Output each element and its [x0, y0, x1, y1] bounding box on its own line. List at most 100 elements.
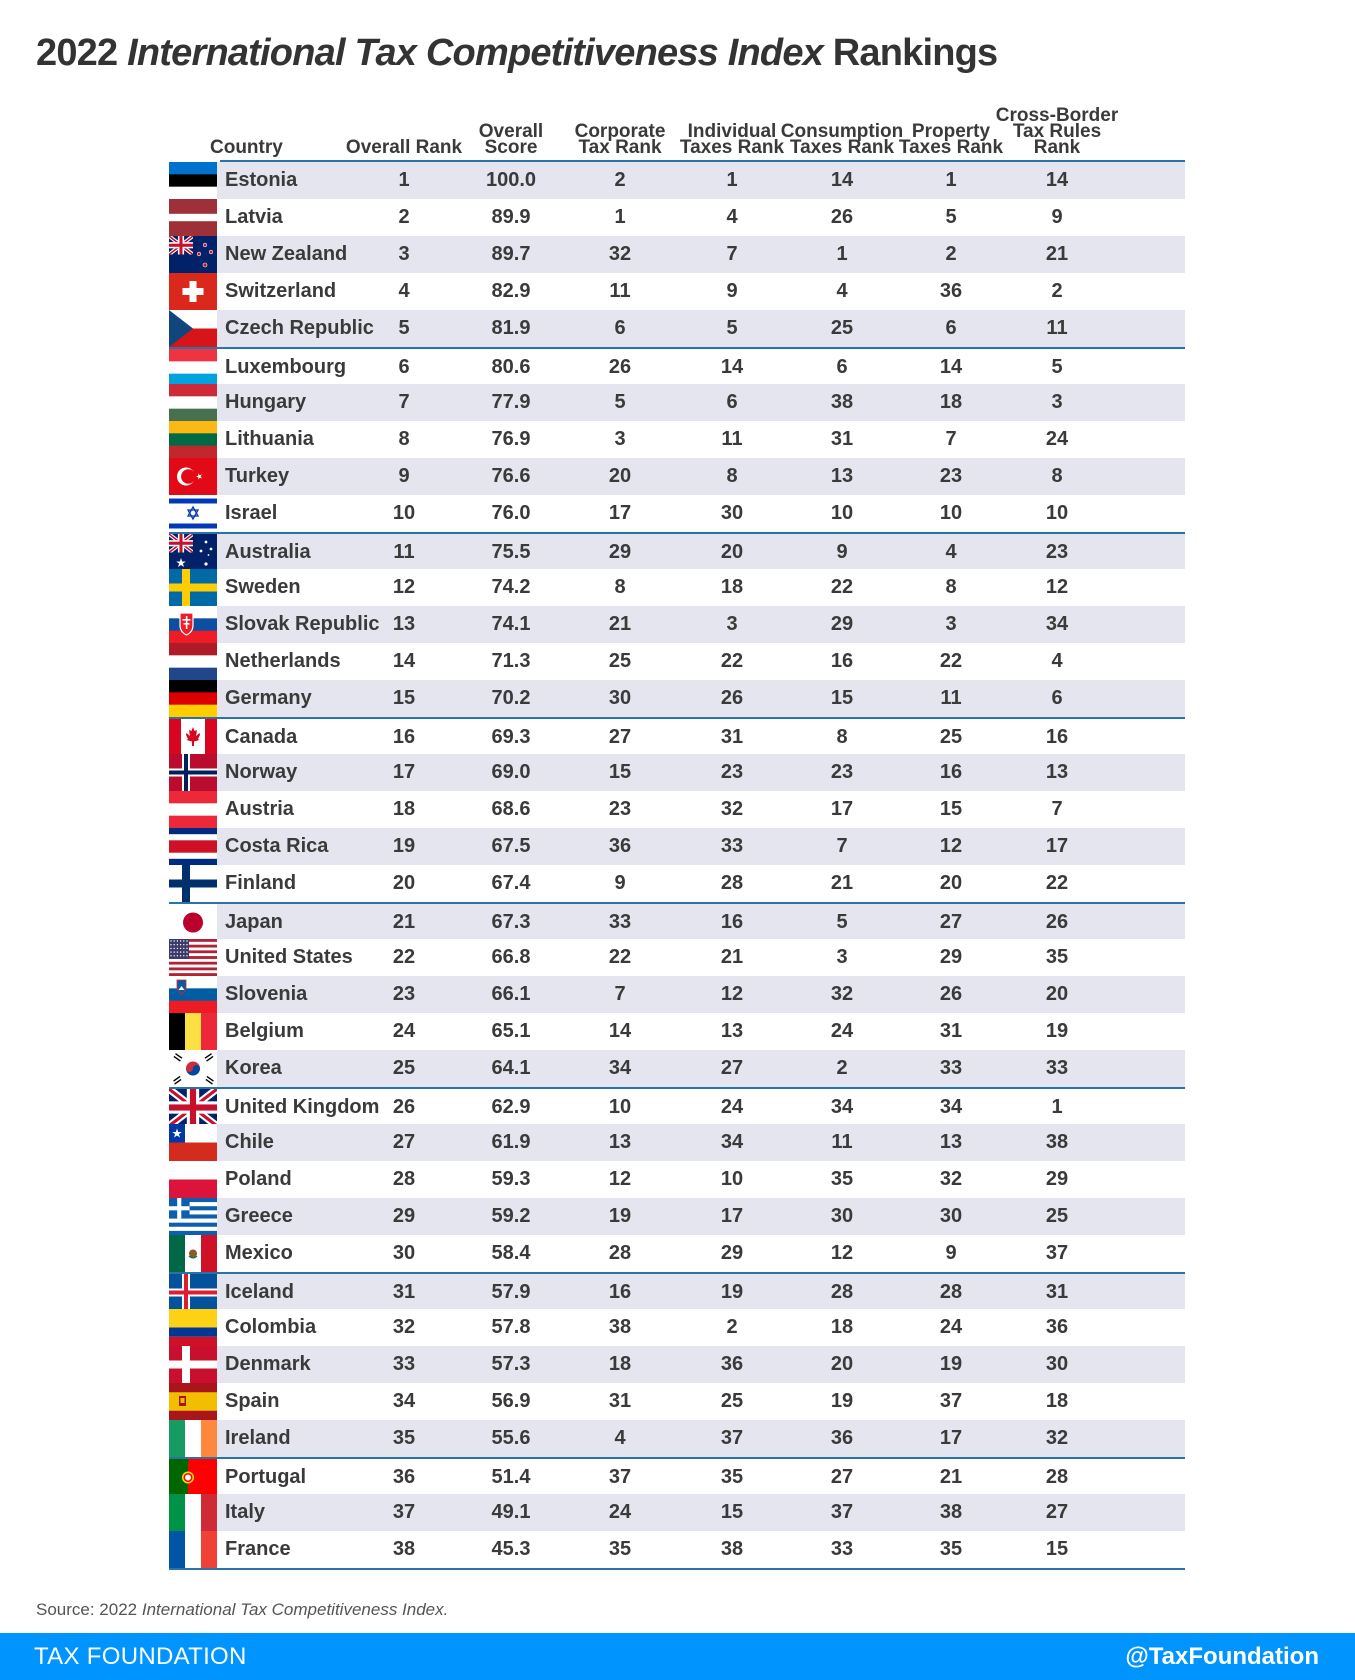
table-cell: 24: [608, 1501, 632, 1523]
table-cell: 31: [392, 1281, 416, 1303]
table-cell: 8: [945, 576, 957, 598]
table-cell: 21: [830, 872, 854, 894]
table-cell: 28: [608, 1242, 632, 1264]
table-cell: 31: [830, 428, 854, 450]
table-cell: 100.0: [485, 169, 537, 191]
table-cell: 21: [939, 1466, 963, 1488]
table-row: Turkey 9 76.6 20 8 13 23 8: [169, 458, 1185, 495]
italy-flag: [169, 1494, 217, 1531]
country-name: Norway: [225, 761, 298, 783]
table-cell: 26: [392, 1096, 416, 1118]
table-cell: 25: [608, 650, 632, 672]
country-name: Costa Rica: [225, 835, 329, 857]
column-header: Corporate Tax Rank: [574, 121, 666, 158]
lithuania-flag: [169, 421, 217, 458]
norway-flag: [169, 754, 217, 791]
table-cell: 6: [398, 356, 410, 378]
country-name: Portugal: [225, 1466, 307, 1488]
korea-flag: [169, 1050, 217, 1087]
table-cell: 10: [720, 1168, 744, 1190]
table-cell: 24: [392, 1020, 416, 1042]
table-row: Belgium 24 65.1 14 13 24 31 19: [169, 1013, 1185, 1050]
portugal-flag: [169, 1459, 217, 1496]
table-cell: 4: [614, 1427, 626, 1449]
table-cell: 14: [1045, 169, 1069, 191]
table-cell: 27: [392, 1131, 416, 1153]
table-cell: 10: [1045, 502, 1069, 524]
table-cell: 34: [392, 1390, 416, 1412]
table-row: Lithuania 8 76.9 3 11 31 7 24: [169, 421, 1185, 458]
table-row: Poland 28 59.3 12 10 35 32 29: [169, 1161, 1185, 1198]
table-cell: 28: [392, 1168, 416, 1190]
table-cell: 19: [939, 1353, 963, 1375]
country-name: Poland: [225, 1168, 292, 1190]
table-row: Chile 27 61.9 13 34 11 13 38: [169, 1124, 1185, 1161]
table-cell: 21: [1045, 243, 1069, 265]
table-cell: 13: [608, 1131, 632, 1153]
table-cell: 56.9: [491, 1390, 531, 1412]
table-header: Country Overall Rank Overall Score Corporat…: [169, 100, 1185, 162]
costa-rica-flag: [169, 828, 217, 865]
table-cell: 28: [830, 1281, 854, 1303]
table-cell: 67.4: [491, 872, 531, 894]
footer-bar: TAX FOUNDATION @TaxFoundation: [0, 1633, 1355, 1680]
table-cell: 21: [720, 946, 744, 968]
table-cell: 11: [393, 541, 415, 563]
table-cell: 4: [726, 206, 738, 228]
column-header: Individual Taxes Rank: [679, 121, 785, 158]
table-cell: 3: [945, 613, 957, 635]
table-cell: 49.1: [491, 1501, 531, 1523]
table-cell: 14: [720, 356, 744, 378]
table-cell: 16: [830, 650, 854, 672]
source-note: Source: 2022 International Tax Competiti…: [36, 1600, 448, 1620]
table-cell: 3: [1051, 391, 1063, 413]
country-name: Sweden: [225, 576, 301, 598]
table-cell: 76.6: [491, 465, 531, 487]
table-cell: 76.0: [491, 502, 531, 524]
table-cell: 30: [608, 687, 632, 709]
table-cell: 2: [398, 206, 410, 228]
table-cell: 23: [720, 761, 744, 783]
table-cell: 37: [1045, 1242, 1069, 1264]
country-name: Canada: [225, 726, 298, 748]
table-cell: 37: [720, 1427, 744, 1449]
country-name: Ireland: [225, 1427, 291, 1449]
table-row: Switzerland 4 82.9 11 9 4 36 2: [169, 273, 1185, 310]
table-cell: 15: [939, 798, 963, 820]
table-cell: 38: [608, 1316, 632, 1338]
table-cell: 5: [945, 206, 957, 228]
table-cell: 28: [1045, 1466, 1069, 1488]
iceland-flag: [169, 1274, 217, 1311]
table-cell: 19: [608, 1205, 632, 1227]
table-cell: 23: [939, 465, 963, 487]
table-cell: 20: [939, 872, 963, 894]
country-name: Italy: [225, 1501, 266, 1523]
table-cell: 16: [939, 761, 963, 783]
table-cell: 13: [1045, 761, 1069, 783]
country-name: Colombia: [225, 1316, 317, 1338]
table-row: Israel 10 76.0 17 30 10 10 10: [169, 495, 1185, 532]
table-row: Ireland 35 55.6 4 37 36 17 32: [169, 1420, 1185, 1457]
table-cell: 25: [939, 726, 963, 748]
table-cell: 12: [1045, 576, 1069, 598]
table-cell: 35: [720, 1466, 744, 1488]
table-cell: 27: [830, 1466, 854, 1488]
table-row: Slovenia 23 66.1 7 12 32 26 20: [169, 976, 1185, 1013]
country-name: Chile: [225, 1131, 274, 1153]
country-name: Turkey: [225, 465, 290, 487]
column-header: Property Taxes Rank: [898, 121, 1004, 158]
table-cell: 5: [398, 317, 410, 339]
table-cell: 16: [720, 911, 744, 933]
table-row: Mexico 30 58.4 28 29 12 9 37: [169, 1235, 1185, 1272]
table-cell: 3: [726, 613, 738, 635]
table-cell: 8: [836, 726, 848, 748]
table-cell: 32: [608, 243, 632, 265]
table-cell: 33: [830, 1538, 854, 1560]
table-cell: 29: [608, 541, 632, 563]
table-cell: 17: [939, 1427, 963, 1449]
table-cell: 77.9: [491, 391, 531, 413]
colombia-flag: [169, 1309, 217, 1346]
table-cell: 14: [830, 169, 854, 191]
table-cell: 29: [720, 1242, 744, 1264]
table-cell: 17: [1045, 835, 1069, 857]
